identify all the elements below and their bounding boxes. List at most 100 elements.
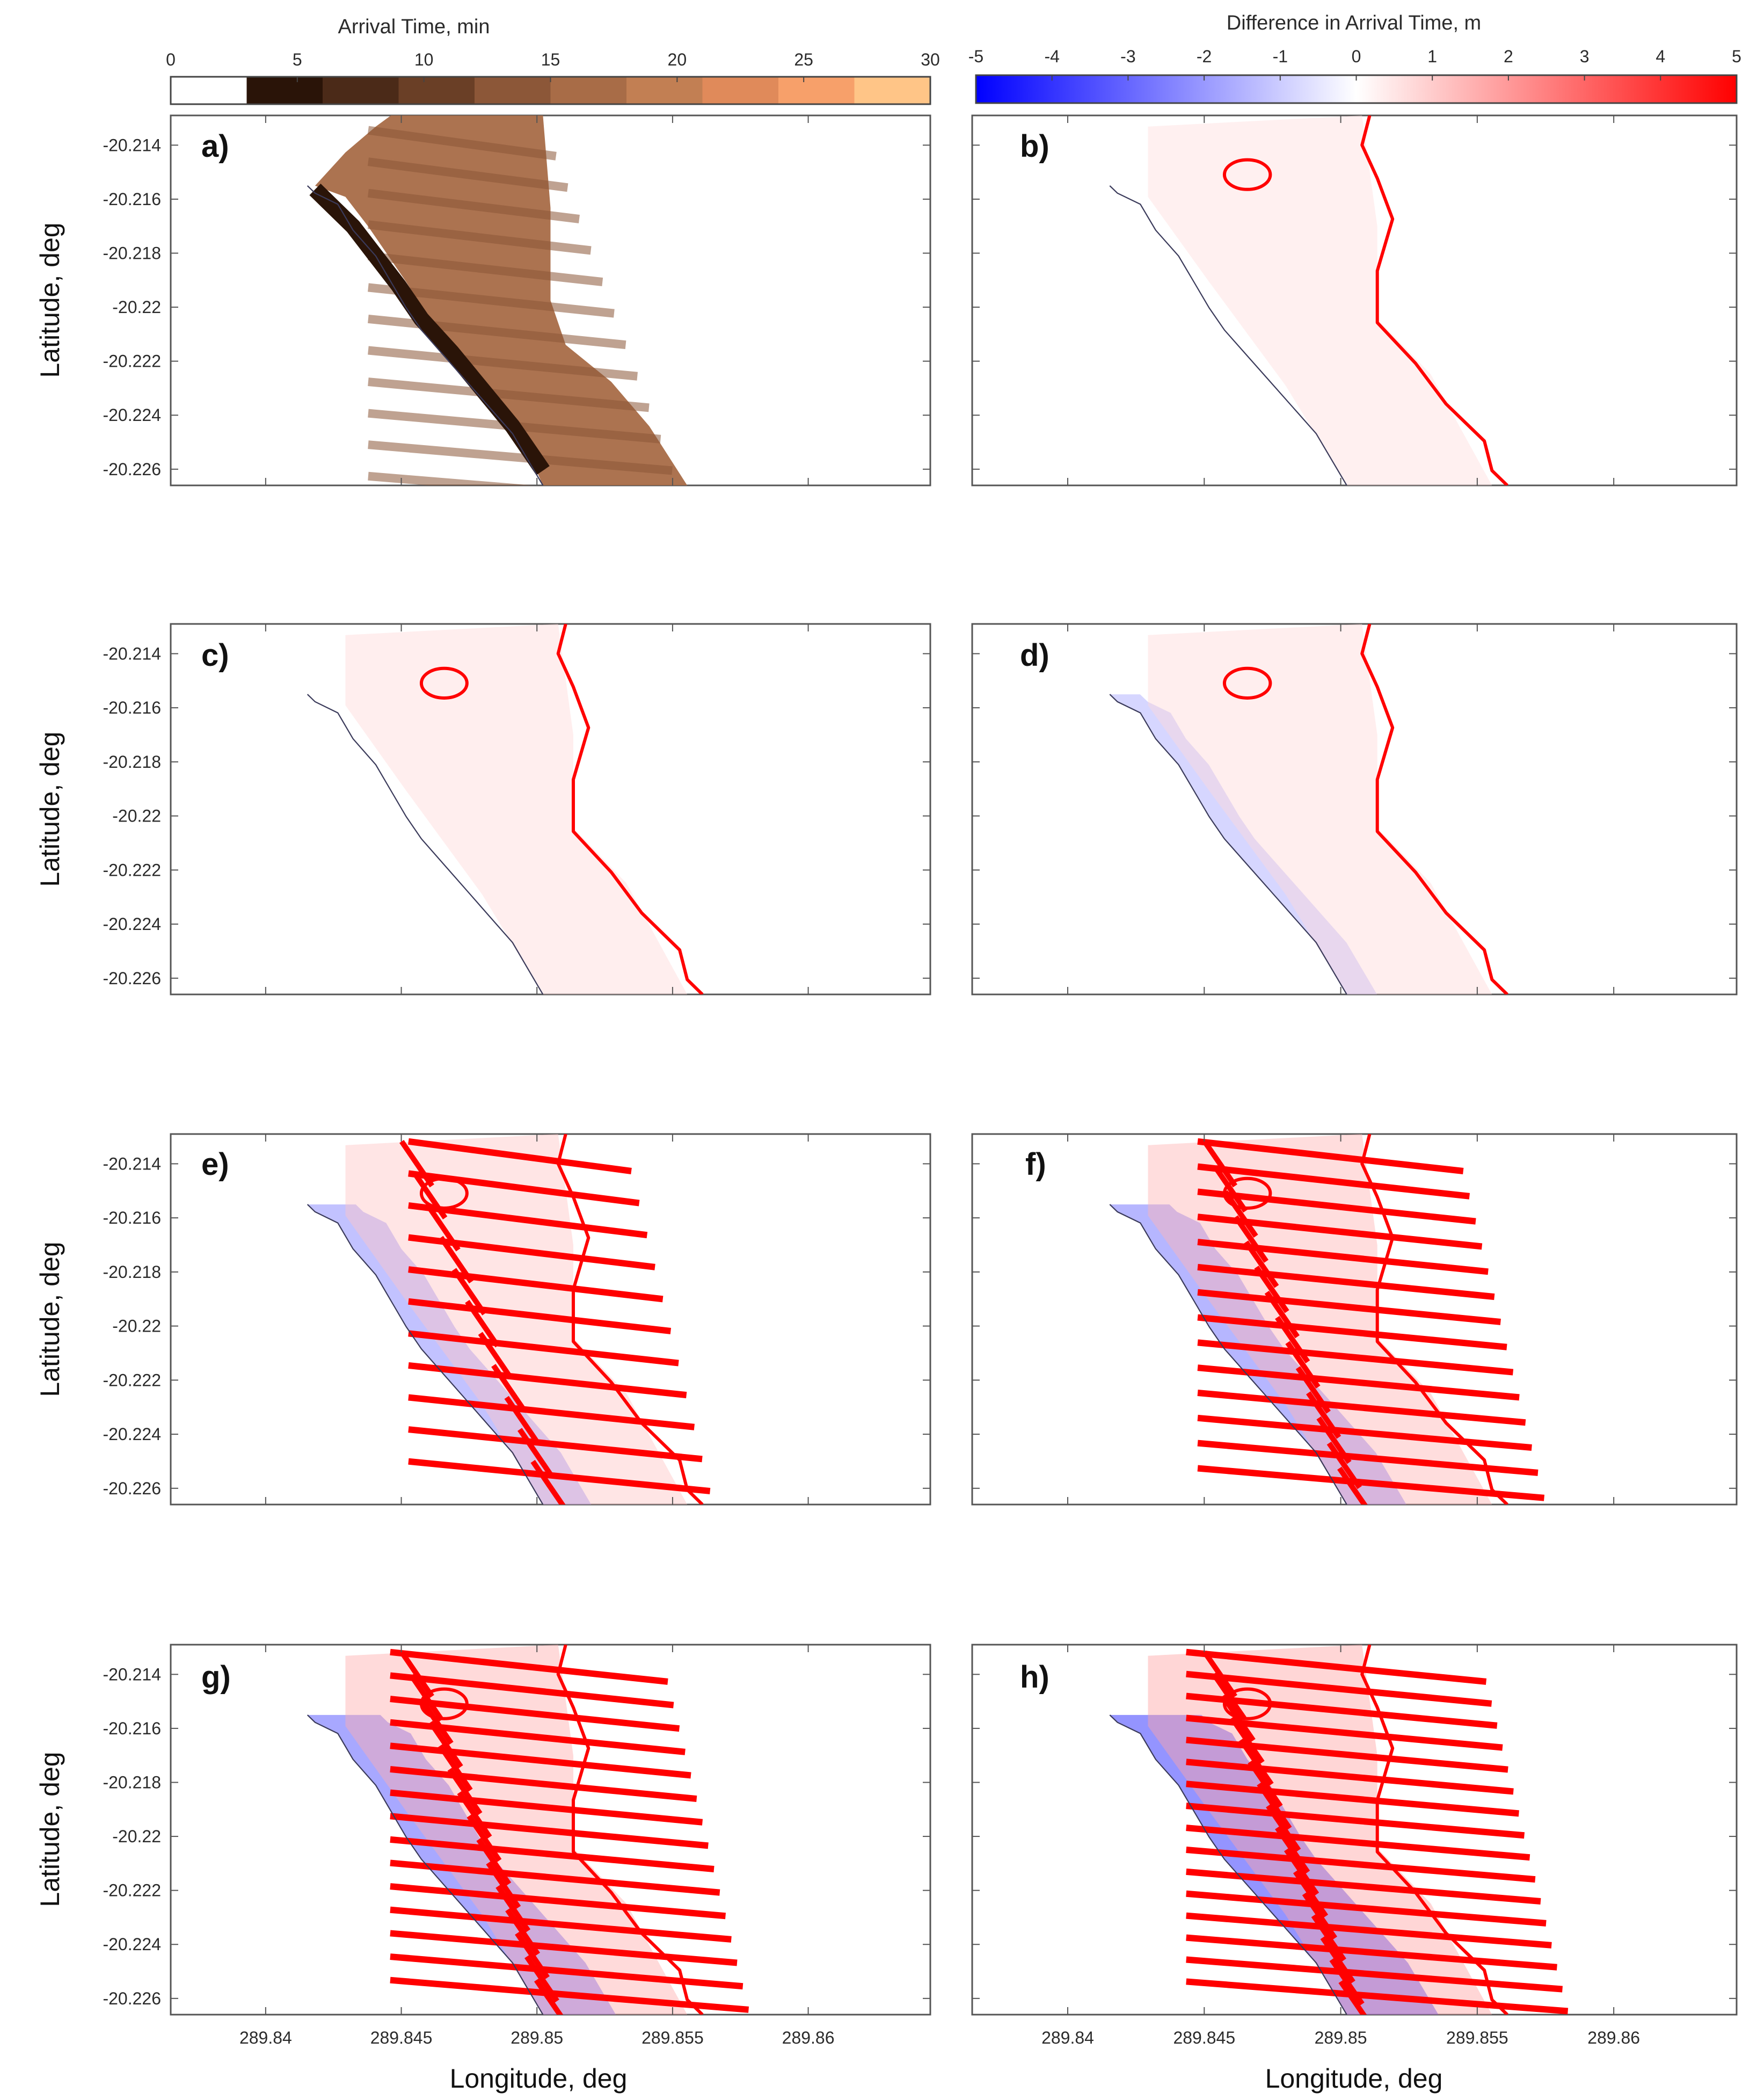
xlabel-right: Longitude, deg (1265, 2063, 1443, 2094)
difference-red-crossstreet (465, 1299, 500, 1348)
colorbar-difference: Difference in Arrival Time, m -5 -4 -3 -2 -1… (968, 12, 1741, 104)
difference-red-street (1197, 1239, 1489, 1275)
difference-red-crossstreet (1293, 1870, 1329, 1918)
panel-data-layer (1109, 624, 1508, 994)
difference-red-crossstreet (1266, 1804, 1301, 1852)
coastline (307, 1204, 544, 1505)
difference-red-crossstreet (418, 1697, 454, 1745)
difference-red-street (1197, 1440, 1539, 1476)
difference-red-street (1197, 1163, 1470, 1200)
difference-positive-zone (345, 1134, 688, 1505)
difference-red-street (408, 1234, 655, 1270)
difference-negative-zone (307, 1714, 616, 2015)
coastline (1109, 1714, 1347, 2015)
panel-b-frame (971, 114, 1738, 486)
difference-red-street (408, 1266, 664, 1303)
colorbar-difference-tick-label: -4 (1044, 47, 1059, 66)
difference-red-crossstreet (409, 1674, 444, 1721)
panel-d: d) (971, 623, 1738, 995)
colorbar-difference-tick-label: -3 (1120, 47, 1135, 66)
coastline (1109, 185, 1347, 485)
difference-red-street (390, 1906, 732, 1943)
y-tick-label: -20.216 (103, 1208, 161, 1227)
panel-data-layer (1109, 1645, 1569, 2015)
difference-red-crossstreet (476, 1838, 512, 1886)
difference-red-street (408, 1298, 672, 1334)
difference-red-street (1197, 1390, 1526, 1426)
coastline (1109, 694, 1347, 994)
x-tick-label: 289.845 (1173, 2028, 1235, 2047)
colorbar-difference-tick-label: 4 (1656, 47, 1665, 66)
colorbar-arrival-title: Arrival Time, min (338, 16, 490, 38)
y-tick-label: -20.22 (112, 1827, 161, 1846)
colorbar-arrival-bin (702, 77, 779, 104)
difference-red-street (1186, 1912, 1552, 1949)
x-tick-label: 289.85 (511, 2028, 563, 2047)
difference-red-crossstreet (1284, 1848, 1319, 1896)
difference-red-crossstreet (1238, 1738, 1274, 1786)
difference-red-street (1186, 1670, 1492, 1707)
colorbar-difference-tick-label: 1 (1427, 47, 1437, 66)
difference-red-street (1197, 1339, 1514, 1376)
difference-red-street (1197, 1314, 1507, 1350)
y-tick-label: -20.218 (103, 243, 161, 263)
xlabel-left: Longitude, deg (450, 2063, 628, 2094)
difference-positive-zone (345, 624, 688, 994)
difference-red-crossstreet (457, 1791, 492, 1839)
panel-d-frame (971, 623, 1738, 995)
difference-blob (1222, 666, 1272, 700)
difference-blob (1222, 1176, 1272, 1210)
difference-red-street (1186, 1978, 1569, 2015)
x-tick-label: 289.86 (782, 2028, 835, 2047)
difference-red-crossstreet (1275, 1826, 1310, 1874)
arrival-street (367, 220, 592, 255)
colorbar-difference-tick-label: -2 (1197, 47, 1212, 66)
y-tick-label: -20.222 (103, 1370, 161, 1390)
difference-red-crossstreet (1302, 1892, 1337, 1940)
panel-e-label: e) (201, 1147, 229, 1182)
x-tick-label: 289.845 (370, 2028, 433, 2047)
x-tick-label: 289.84 (1041, 2028, 1094, 2047)
difference-red-crossstreet (530, 1459, 566, 1505)
difference-red-crossstreet (491, 1364, 526, 1412)
difference-red-street (408, 1202, 648, 1239)
difference-front-line (1360, 115, 1508, 485)
difference-positive-zone (1148, 115, 1492, 485)
difference-red-street (1186, 1956, 1563, 1993)
y-tick-label: -20.226 (103, 969, 161, 988)
panel-data-layer (307, 1645, 749, 2015)
colorbar-arrival-bin (854, 77, 931, 104)
difference-red-street (408, 1330, 679, 1367)
ylabel-row-1: Latitude, deg (35, 222, 65, 377)
ylabel-row-4: Latitude, deg (35, 1752, 65, 1907)
panel-e: -20.214 -20.216 -20.218 -20.22 -20.222 -20.22… (103, 1133, 931, 1506)
colorbar-difference-tick-label: 3 (1580, 47, 1590, 66)
y-tick-label: -20.22 (112, 1317, 161, 1336)
panel-data-layer (307, 1134, 711, 1505)
arrival-street (368, 377, 650, 412)
difference-red-street (390, 1765, 697, 1803)
y-tick-label: -20.214 (103, 644, 161, 663)
y-tick-label: -20.218 (103, 1262, 161, 1282)
difference-front-line (1360, 1645, 1508, 2015)
arrival-coast-band (309, 184, 550, 475)
arrival-street (368, 251, 603, 287)
difference-red-crossstreet (1338, 1980, 1367, 2015)
y-tick-label: -20.224 (103, 1425, 161, 1444)
colorbar-arrival-bin (246, 77, 323, 104)
coastline (1109, 1204, 1347, 1505)
difference-blob (419, 1176, 469, 1210)
colorbar-arrival-frame (170, 76, 931, 105)
difference-positive-zone (1148, 624, 1492, 994)
y-tick-label: -20.224 (103, 1935, 161, 1954)
y-tick-label: -20.226 (103, 1989, 161, 2008)
colorbar-arrival-tick-label: 10 (414, 50, 434, 69)
difference-red-street (408, 1394, 695, 1430)
panel-c-label: c) (201, 638, 229, 673)
colorbar-arrival-tick-label: 25 (794, 50, 813, 69)
difference-red-crossstreet (504, 1396, 540, 1444)
difference-red-street (390, 1859, 720, 1896)
panel-data-layer (1109, 115, 1508, 485)
x-tick-label: 289.84 (239, 2028, 292, 2047)
